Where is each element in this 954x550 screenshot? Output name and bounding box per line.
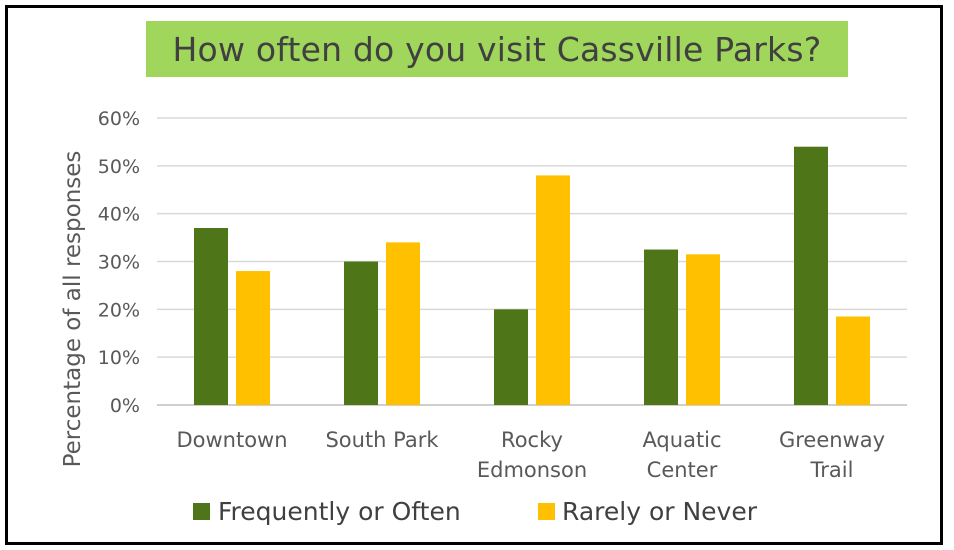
bar	[686, 254, 720, 405]
chart-title: How often do you visit Cassville Parks?	[172, 29, 822, 69]
bar	[386, 242, 420, 405]
bar	[236, 271, 270, 405]
y-axis-label: Percentage of all responses	[60, 151, 86, 468]
x-tick-label: Rocky Edmonson	[477, 428, 587, 482]
legend-label: Frequently or Often	[218, 497, 461, 526]
chart-title-box: How often do you visit Cassville Parks?	[146, 21, 848, 77]
x-tick-label: South Park	[325, 428, 439, 452]
y-tick-label: 30%	[98, 252, 140, 274]
bar	[536, 175, 570, 405]
chart-frame	[5, 5, 943, 545]
x-tick-label: Aquatic Center	[642, 428, 721, 482]
y-tick-label: 40%	[98, 204, 140, 226]
y-tick-label: 60%	[98, 108, 140, 130]
bar	[494, 309, 528, 405]
bar	[644, 249, 678, 405]
bar	[344, 261, 378, 405]
x-tick-label: Downtown	[176, 428, 287, 452]
bar	[794, 146, 828, 405]
x-tick-label: Greenway Trail	[779, 428, 885, 482]
legend-swatch	[538, 503, 555, 520]
y-tick-label: 10%	[98, 347, 140, 369]
bar	[194, 228, 228, 405]
y-tick-label: 50%	[98, 156, 140, 178]
legend-swatch	[193, 503, 210, 520]
y-tick-label: 20%	[98, 299, 140, 321]
y-tick-label: 0%	[110, 395, 140, 417]
legend-label: Rarely or Never	[562, 497, 758, 526]
bar	[836, 316, 870, 405]
